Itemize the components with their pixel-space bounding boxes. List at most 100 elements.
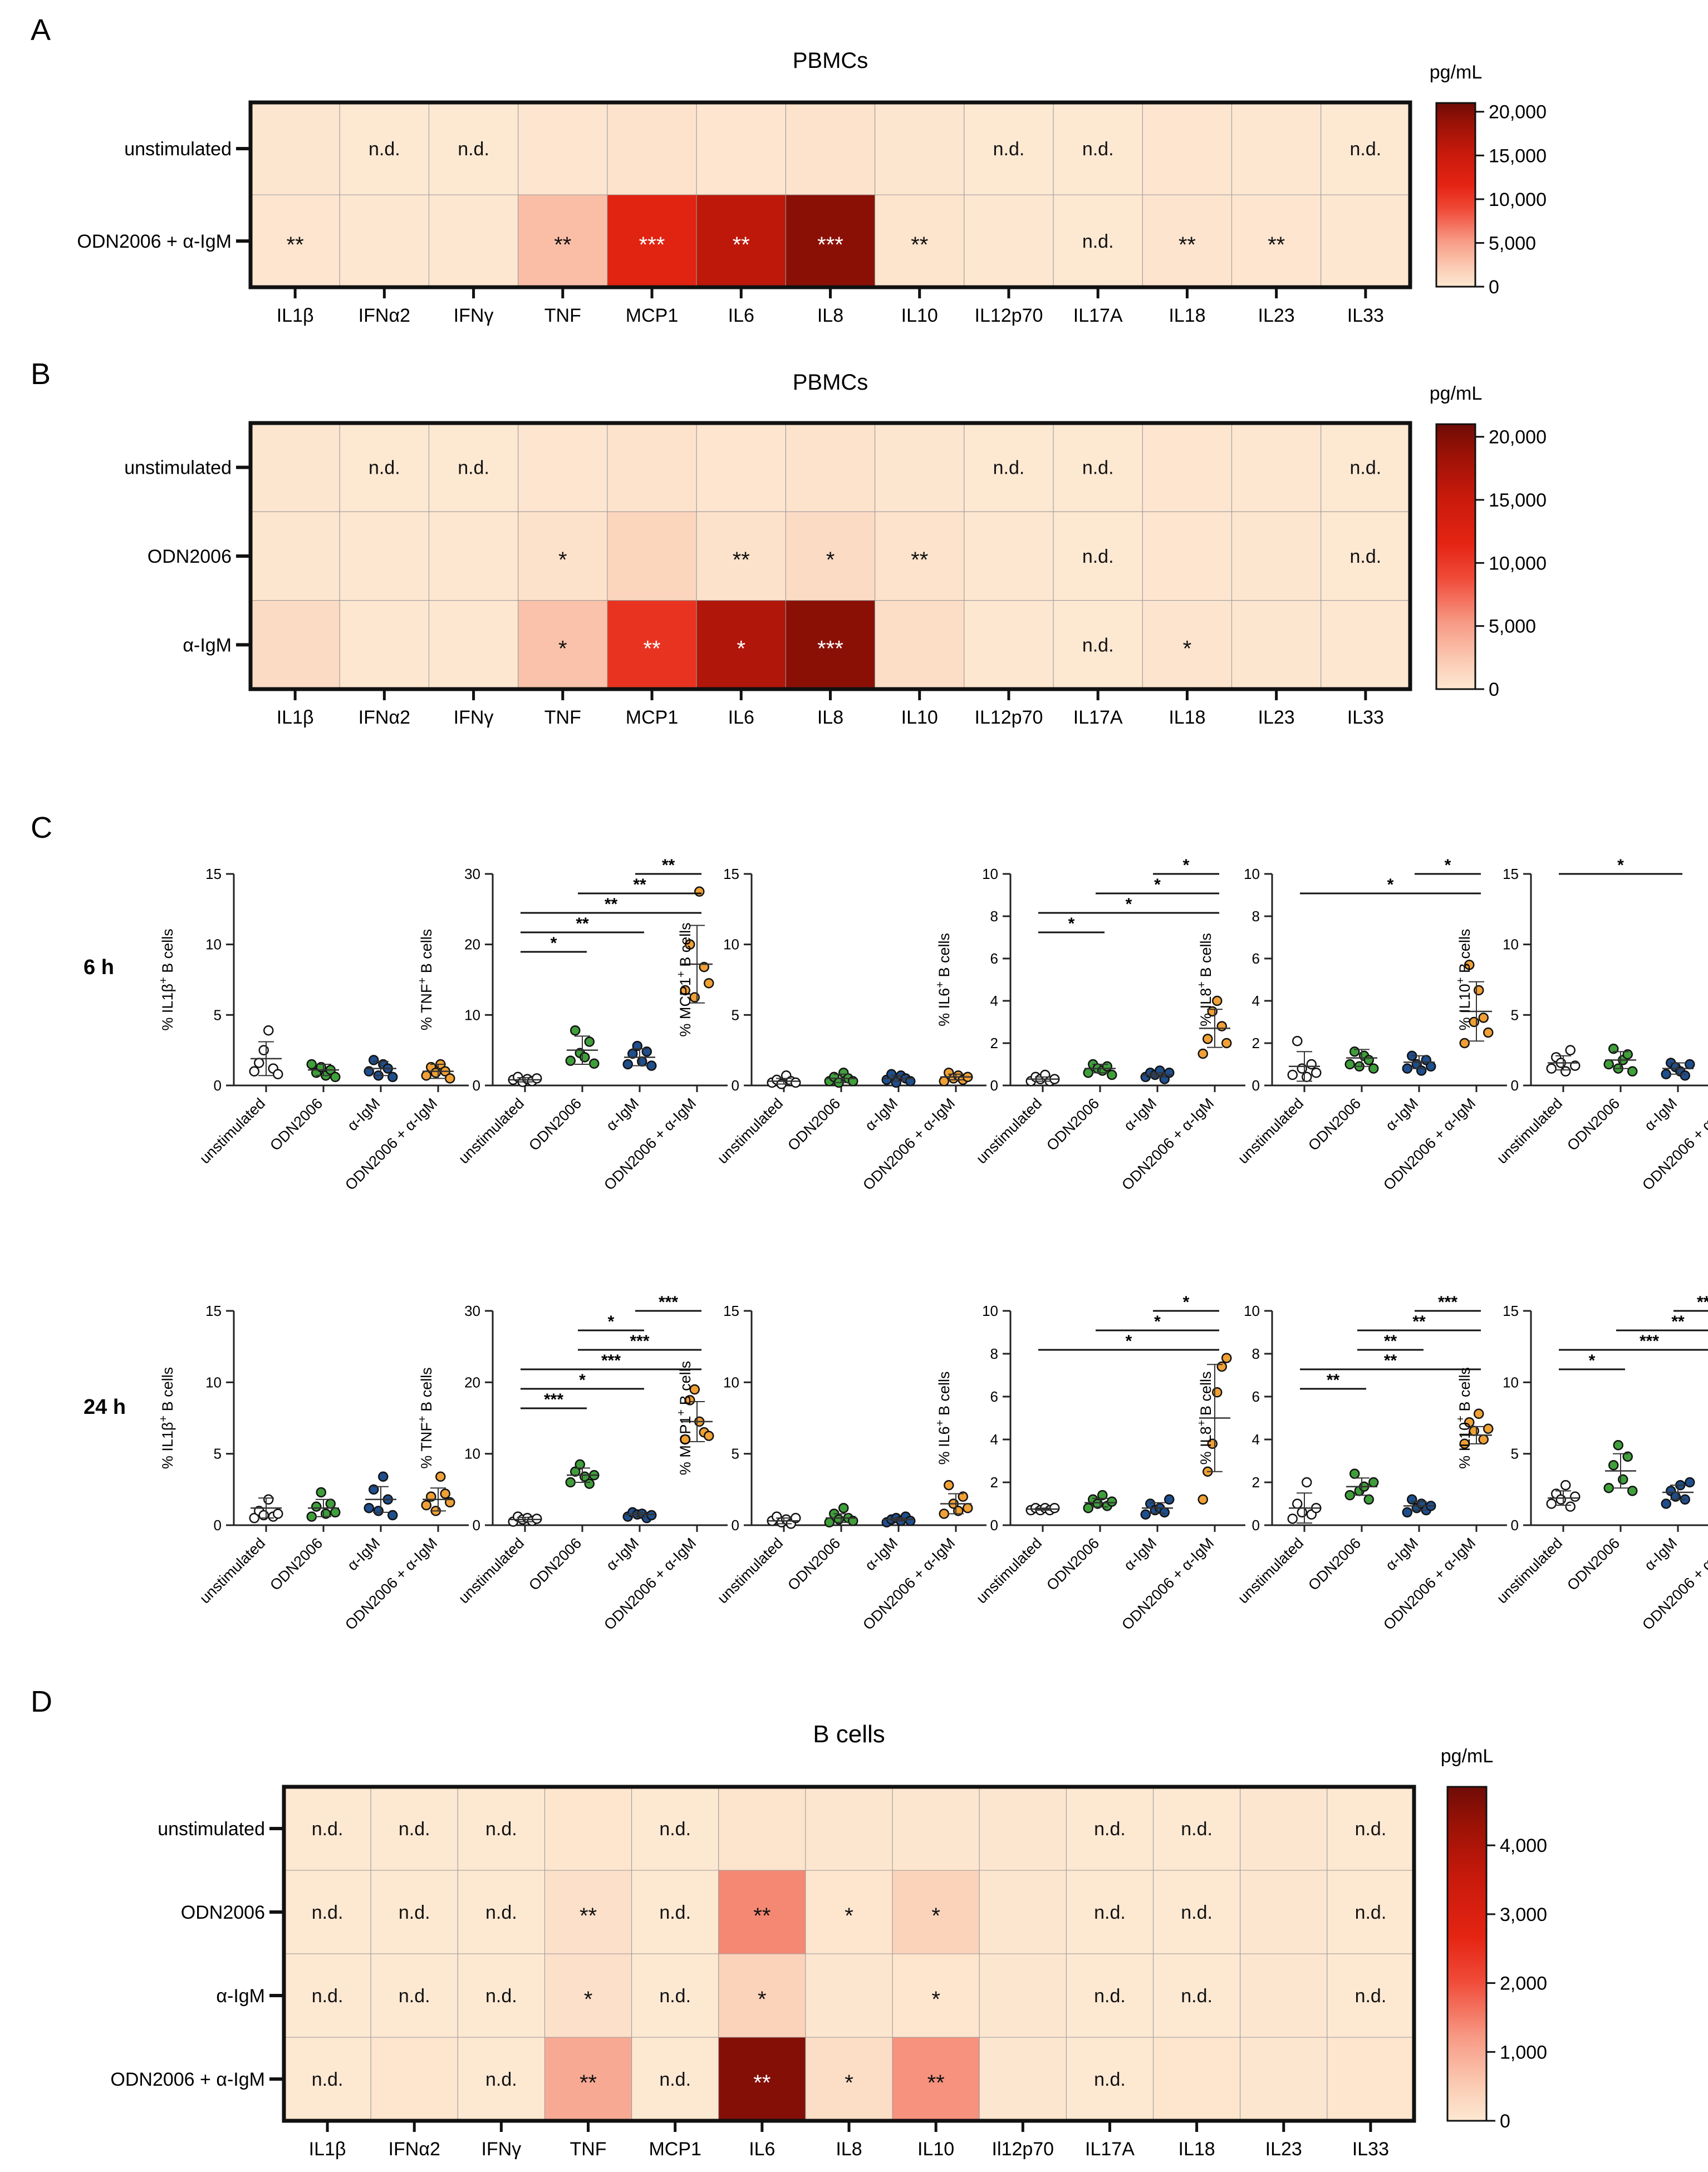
panel-b-row-label: ODN2006 (148, 546, 232, 567)
panel-d-cell-annotation: n.d. (312, 2069, 343, 2090)
data-point (704, 978, 714, 989)
panel-b-cell (250, 511, 340, 601)
y-tick-label: 15 (1503, 1303, 1519, 1319)
panel-b-col-label: IL23 (1258, 707, 1295, 728)
data-point (1685, 1059, 1695, 1070)
y-tick-label: 0 (473, 1517, 480, 1534)
y-label-main: % TNF (418, 984, 435, 1031)
panel-a-cell-annotation: n.d. (458, 139, 489, 160)
panel-a-colorbar-tick-label: 10,000 (1489, 189, 1547, 210)
panel-b-cell (518, 511, 608, 601)
data-point (1107, 1496, 1117, 1507)
data-point (1622, 1049, 1633, 1060)
data-point (330, 1507, 341, 1518)
significance-label: * (608, 1313, 615, 1331)
data-point (1164, 1494, 1175, 1505)
significance-label: * (1589, 1352, 1596, 1370)
data-point (435, 1471, 446, 1482)
panel-d-cell (457, 2037, 545, 2121)
data-point (1555, 1494, 1566, 1505)
panel-d-colorbar-tick-label: 1,000 (1500, 2042, 1547, 2063)
panel-b-cell (785, 600, 876, 690)
panel-a-col-label: IL23 (1258, 305, 1295, 326)
panel-d-cell-annotation: n.d. (659, 1819, 691, 1840)
y-label-superscript: + (416, 1416, 429, 1422)
data-point (1368, 1477, 1379, 1488)
panel-b-row-label: unstimulated (124, 458, 232, 479)
data-point (1478, 1013, 1489, 1023)
y-label-main: % IL6 (936, 1426, 953, 1465)
data-point (1349, 1468, 1360, 1479)
panel-b-cell-annotation: * (826, 548, 835, 572)
y-label-main: % IL8 (1197, 1426, 1214, 1465)
data-point (1311, 1067, 1322, 1078)
y-label-suffix: B cells (1456, 929, 1473, 977)
data-point (1049, 1502, 1060, 1513)
panel-a-cell (696, 194, 786, 288)
panel-d-cell-annotation: * (845, 2071, 853, 2095)
significance-label: ** (662, 856, 675, 874)
data-point (1302, 1477, 1312, 1488)
panel-d-cell-annotation: n.d. (399, 1986, 430, 2007)
data-point (824, 1517, 835, 1528)
data-point (378, 1471, 389, 1482)
panel-a-colorbar-unit: pg/mL (1430, 62, 1483, 83)
panel-d-cell (544, 1786, 632, 1871)
y-tick-label: 0 (1511, 1077, 1519, 1094)
y-tick-label: 5 (732, 1006, 739, 1023)
data-point (1407, 1494, 1417, 1505)
y-label-suffix: B cells (677, 1361, 694, 1409)
data-point (570, 1466, 581, 1477)
data-point (258, 1045, 269, 1055)
panel-a-col-label: IL8 (817, 305, 843, 326)
data-point (445, 1073, 455, 1084)
panel-b-cell (696, 511, 786, 601)
y-label-suffix: B cells (936, 1372, 953, 1420)
panel-b-col-label: IFNγ (454, 707, 494, 728)
y-axis-label: % TNF+ B cells (416, 929, 435, 1030)
panel-d-title: B cells (813, 1721, 885, 1748)
panel-a-cell (875, 102, 965, 195)
panel-d-col-label: MCP1 (649, 2139, 701, 2160)
y-label-suffix: B cells (936, 933, 953, 981)
panel-b-cell-annotation: *** (817, 636, 843, 661)
panel-b-cell (607, 422, 697, 512)
panel-d-col-label: Il12p70 (992, 2139, 1054, 2160)
panel-d-cell (1327, 1953, 1415, 2038)
data-point (1474, 985, 1484, 996)
y-tick-label: 6 (1252, 1388, 1260, 1405)
significance-label: * (1617, 856, 1624, 874)
data-point (1363, 1494, 1374, 1505)
y-label-suffix: B cells (1197, 1372, 1214, 1420)
panel-d-cell-annotation: n.d. (485, 1819, 517, 1840)
panel-b-col-label: IL12p70 (975, 707, 1043, 728)
significance-label: *** (601, 1352, 621, 1370)
panel-b-cell-annotation: n.d. (1082, 546, 1114, 567)
panel-a-cell-annotation: n.d. (369, 139, 400, 160)
y-label-superscript: + (158, 977, 170, 984)
panel-d-cell (892, 1870, 980, 1954)
y-tick-label: 4 (1252, 992, 1260, 1009)
y-axis-label: % IL1β+ B cells (158, 928, 176, 1030)
y-tick-label: 8 (990, 1345, 998, 1362)
data-point (369, 1484, 379, 1495)
y-tick-label: 8 (1252, 908, 1260, 925)
panel-d-cell (1240, 1786, 1328, 1871)
data-point (1297, 1063, 1307, 1074)
data-point (944, 1480, 954, 1491)
panel-b-cell (696, 600, 786, 690)
y-label-superscript: + (675, 1409, 688, 1416)
panel-d-cell-annotation: n.d. (312, 1819, 343, 1840)
data-point (905, 1516, 916, 1526)
y-tick-label: 8 (1252, 1345, 1260, 1362)
panel-d-cell-annotation: * (845, 1904, 853, 1928)
y-tick-label: 0 (732, 1077, 739, 1094)
panel-a-cell (339, 102, 429, 195)
y-axis-label: % IL10+ B cells (1455, 1367, 1473, 1469)
panel-a-cell (518, 102, 608, 195)
panel-b-cell (1231, 600, 1322, 690)
significance-label: ** (576, 915, 589, 933)
panel-d-colorbar-tick-label: 0 (1500, 2111, 1510, 2132)
panel-b-cell-annotation: n.d. (458, 458, 489, 479)
data-point (1627, 1486, 1638, 1496)
